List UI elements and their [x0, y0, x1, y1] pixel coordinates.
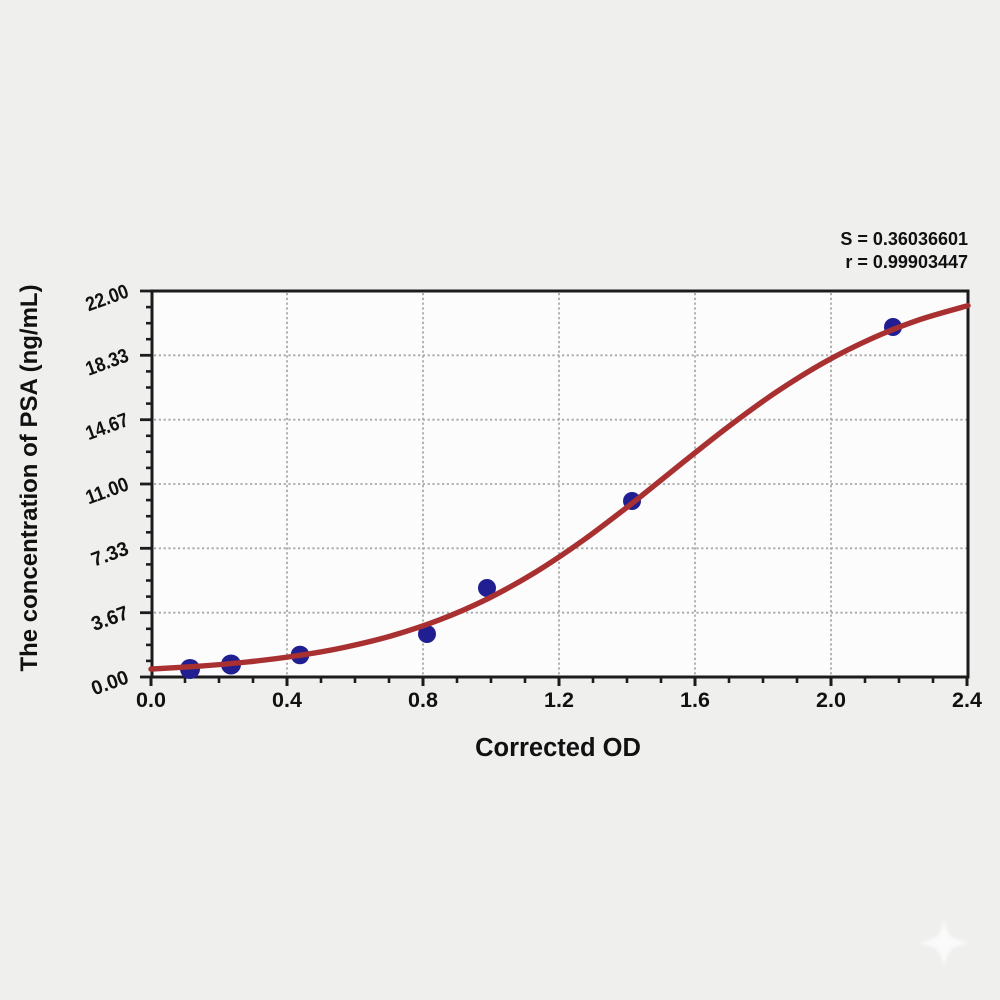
svg-text:r = 0.99903447: r = 0.99903447 [845, 252, 968, 272]
svg-text:The concentration of PSA (ng/m: The concentration of PSA (ng/mL) [16, 284, 43, 671]
svg-text:0.8: 0.8 [408, 688, 438, 712]
svg-text:0.4: 0.4 [272, 688, 302, 712]
svg-text:2.4: 2.4 [952, 688, 982, 712]
svg-text:S = 0.36036601: S = 0.36036601 [840, 229, 968, 249]
svg-text:2.0: 2.0 [816, 688, 846, 712]
svg-text:Corrected OD: Corrected OD [475, 734, 641, 762]
svg-text:1.6: 1.6 [680, 688, 710, 712]
svg-text:0.0: 0.0 [136, 688, 166, 712]
svg-text:1.2: 1.2 [544, 688, 574, 712]
